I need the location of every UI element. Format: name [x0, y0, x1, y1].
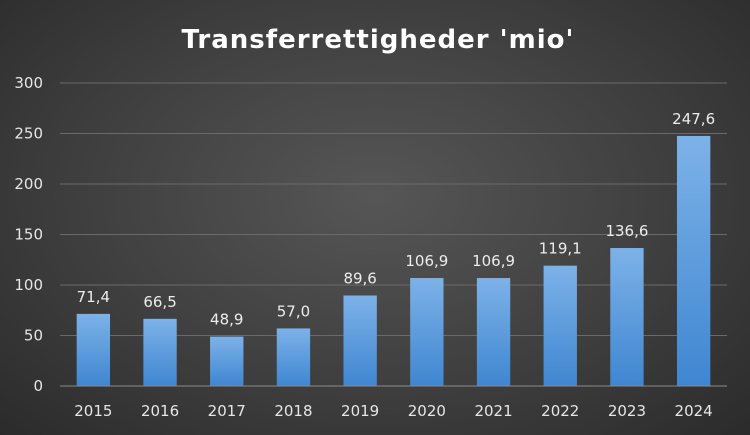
- x-axis-ticks: 2015 2016 2017 2018 2019 2020 2021 2022 2023 2024: [74, 402, 712, 420]
- y-tick-label: 100: [14, 276, 43, 294]
- y-axis-ticks: 0 50 100 150 200 250 300: [14, 74, 43, 395]
- x-tick-label: 2021: [474, 402, 512, 420]
- bar: [210, 336, 244, 386]
- data-label: 106,9: [405, 252, 448, 270]
- data-labels: 71,4 66,5 48,9 57,0 89,6 106,9 106,9 119,1 136,6…: [77, 110, 715, 329]
- y-tick-label: 0: [33, 377, 43, 395]
- data-label: 106,9: [472, 252, 515, 270]
- data-label: 247,6: [672, 110, 715, 128]
- y-tick-label: 50: [24, 327, 43, 345]
- bar: [543, 265, 577, 386]
- bar: [676, 135, 711, 386]
- data-label: 89,6: [343, 270, 376, 288]
- y-tick-label: 300: [14, 74, 43, 92]
- chart-title: Transferrettigheder 'mio': [182, 25, 575, 55]
- bar: [276, 328, 311, 386]
- bar: [143, 318, 177, 386]
- x-tick-label: 2017: [208, 402, 246, 420]
- data-label: 57,0: [277, 302, 310, 320]
- data-label: 71,4: [77, 288, 110, 306]
- bar: [343, 295, 377, 386]
- bar: [76, 313, 111, 386]
- x-tick-label: 2015: [74, 402, 112, 420]
- data-label: 119,1: [539, 240, 582, 258]
- y-tick-label: 250: [14, 125, 43, 143]
- data-label: 136,6: [605, 222, 648, 240]
- bars: [76, 135, 711, 386]
- bar: [410, 278, 444, 386]
- x-tick-label: 2020: [408, 402, 446, 420]
- x-tick-label: 2016: [141, 402, 179, 420]
- x-tick-label: 2022: [541, 402, 579, 420]
- data-label: 48,9: [210, 311, 243, 329]
- x-tick-label: 2019: [341, 402, 379, 420]
- data-label: 66,5: [143, 293, 176, 311]
- y-tick-label: 200: [14, 175, 43, 193]
- bar: [476, 278, 511, 386]
- x-tick-label: 2018: [274, 402, 312, 420]
- y-tick-label: 150: [14, 226, 43, 244]
- bar: [610, 248, 644, 386]
- x-tick-label: 2023: [608, 402, 646, 420]
- x-tick-label: 2024: [675, 402, 713, 420]
